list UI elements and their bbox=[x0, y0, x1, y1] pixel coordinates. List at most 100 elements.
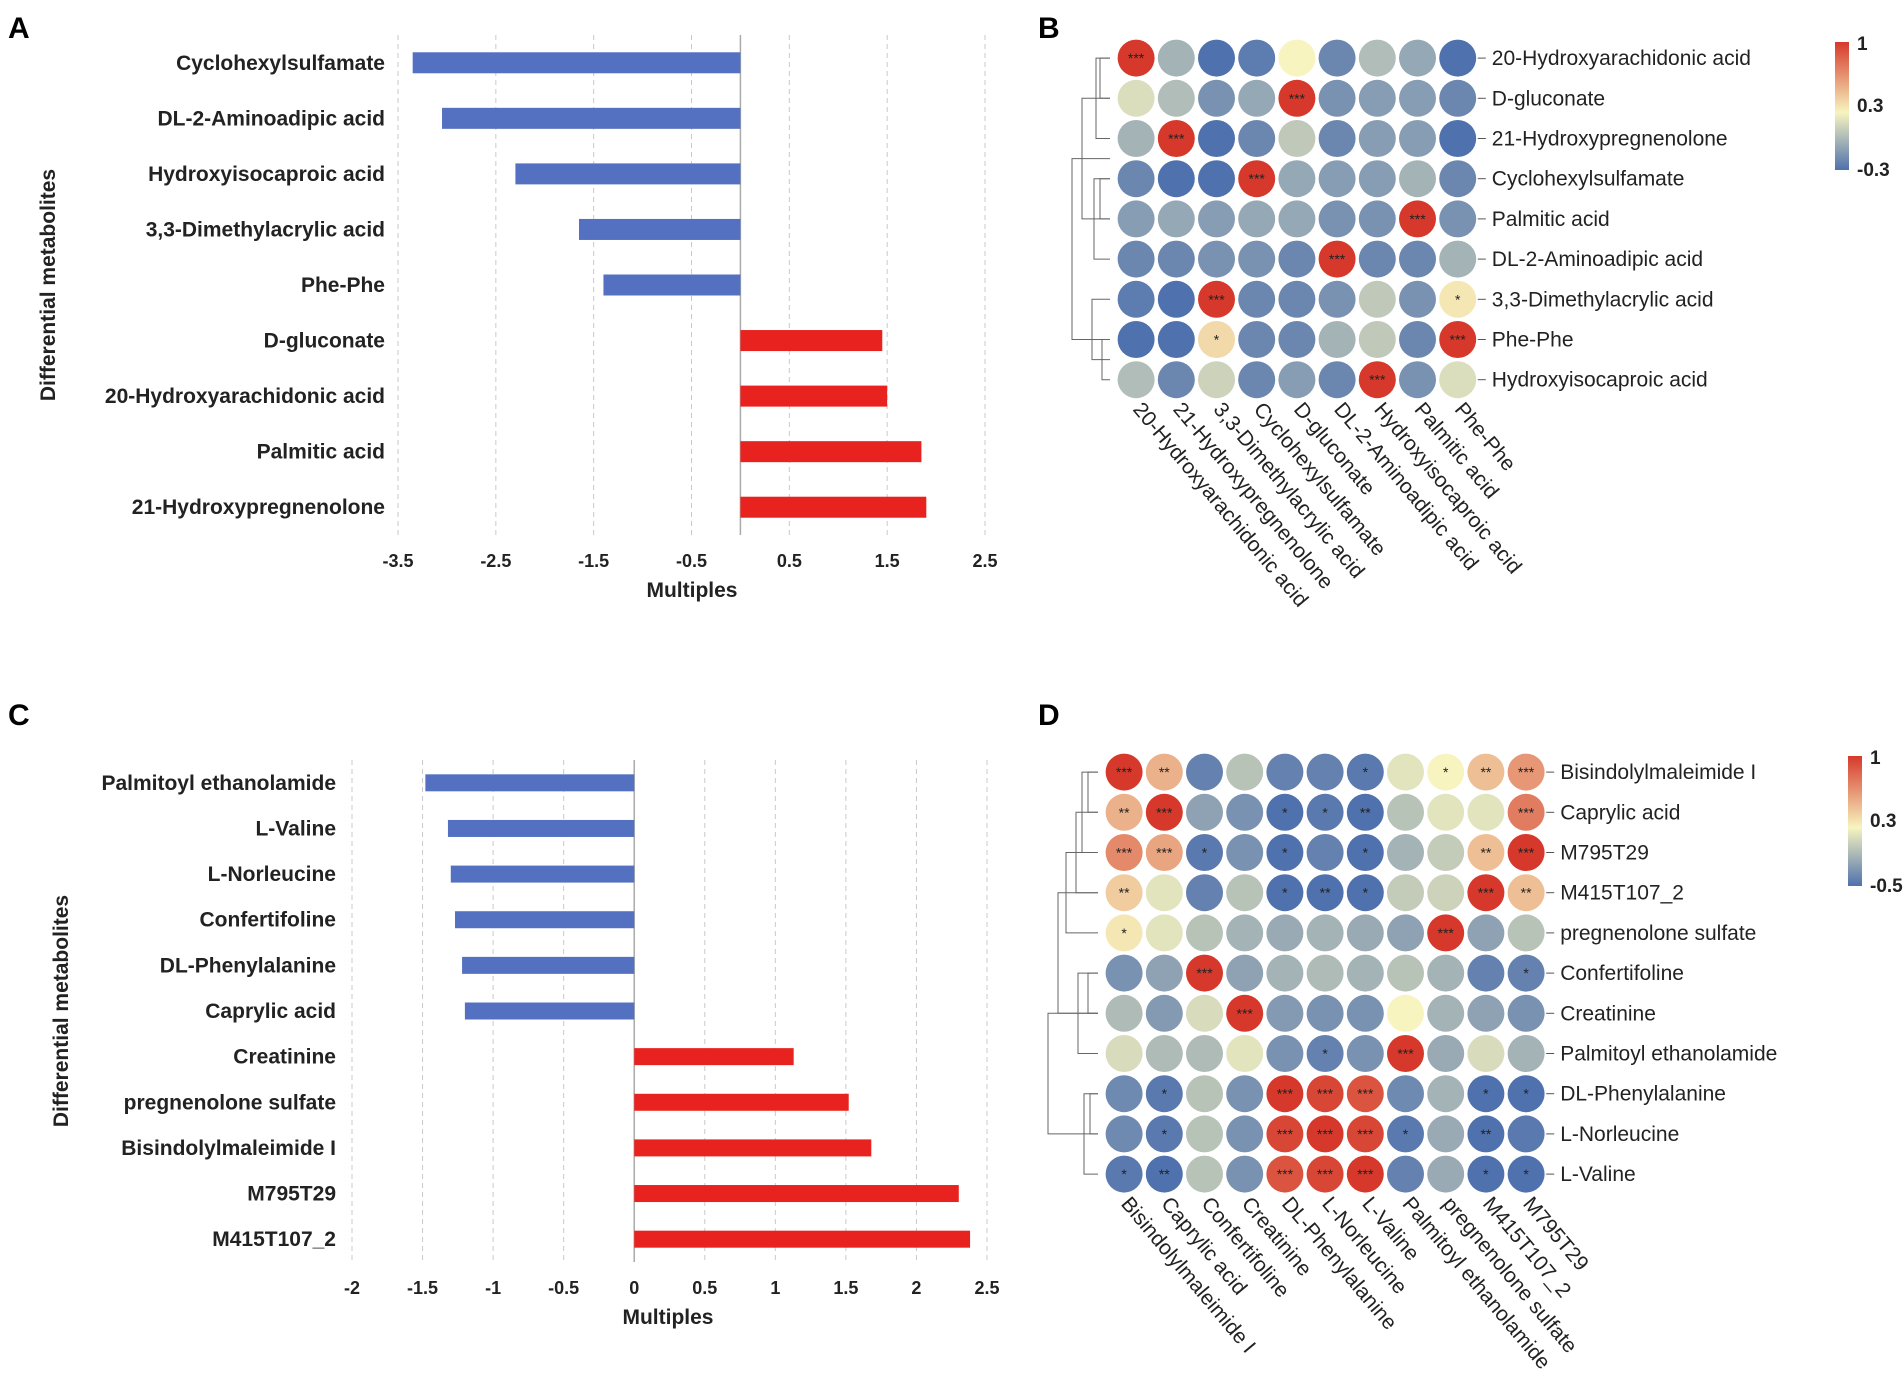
heatmap-cell bbox=[1266, 1115, 1304, 1153]
heatmap-cell bbox=[1306, 1075, 1344, 1113]
heatmap-cell bbox=[1358, 79, 1396, 117]
heatmap-cell bbox=[1306, 753, 1344, 791]
row-label: Hydroxyisocaproic acid bbox=[1492, 369, 1708, 392]
heatmap-cell bbox=[1157, 79, 1195, 117]
category-label: Confertifoline bbox=[200, 909, 337, 932]
heatmap-cell bbox=[1358, 361, 1396, 399]
bar bbox=[412, 52, 741, 74]
heatmap-cell bbox=[1226, 753, 1264, 791]
significance-stars: *** bbox=[1128, 50, 1145, 66]
heatmap-cell bbox=[1387, 753, 1424, 791]
heatmap-cell bbox=[1306, 1035, 1344, 1072]
dendrogram-branch bbox=[1087, 972, 1098, 1014]
heatmap-cell bbox=[1198, 321, 1235, 358]
row-label: Confertifoline bbox=[1560, 962, 1684, 985]
panel-letter-b: B bbox=[1038, 12, 1060, 45]
heatmap-cell bbox=[1105, 1035, 1143, 1072]
heatmap-cell bbox=[1346, 753, 1384, 791]
heatmap-cell bbox=[1198, 39, 1235, 77]
y-axis-title: Differential metabolites bbox=[50, 895, 73, 1127]
heatmap-cell bbox=[1105, 1155, 1143, 1193]
heatmap-cell bbox=[1145, 834, 1183, 871]
panel-letter-a: A bbox=[8, 12, 30, 45]
heatmap-cell bbox=[1318, 160, 1356, 198]
category-label: Bisindolylmaleimide I bbox=[121, 1137, 336, 1160]
significance-stars: *** bbox=[1397, 1046, 1414, 1062]
significance-stars: * bbox=[1322, 1046, 1328, 1062]
heatmap-cell bbox=[1145, 1155, 1183, 1193]
heatmap-cell bbox=[1318, 120, 1356, 157]
heatmap-cell bbox=[1186, 994, 1223, 1032]
significance-stars: * bbox=[1282, 804, 1288, 820]
panel-letter-d: D bbox=[1038, 699, 1060, 732]
significance-stars: *** bbox=[1317, 1126, 1334, 1142]
heatmap-cell bbox=[1507, 914, 1545, 952]
heatmap-cell bbox=[1105, 793, 1143, 831]
heatmap-cell bbox=[1117, 39, 1155, 77]
heatmap-cell bbox=[1346, 1155, 1384, 1193]
panel-d-correlation-heatmap: *** ** * * ** ***** *** * * ** ****** *** * * * ** *****… bbox=[1047, 748, 1903, 1374]
significance-stars: *** bbox=[1156, 804, 1173, 820]
significance-stars: *** bbox=[1357, 1166, 1374, 1182]
bar bbox=[740, 330, 883, 352]
significance-stars: ** bbox=[1320, 885, 1331, 901]
bar bbox=[455, 911, 635, 929]
heatmap-cell bbox=[1399, 200, 1436, 238]
significance-stars: *** bbox=[1450, 332, 1467, 348]
heatmap-cell bbox=[1439, 79, 1477, 117]
x-tick-label: 2.5 bbox=[972, 551, 997, 571]
heatmap-cell bbox=[1346, 994, 1384, 1032]
heatmap-cell bbox=[1387, 874, 1424, 912]
significance-stars: *** bbox=[1156, 845, 1173, 861]
heatmap-cell bbox=[1198, 361, 1235, 399]
category-label: pregnenolone sulfate bbox=[124, 1091, 336, 1114]
heatmap-cell bbox=[1467, 1115, 1505, 1153]
significance-stars: ** bbox=[1159, 1166, 1170, 1182]
heatmap-cell bbox=[1387, 793, 1424, 831]
heatmap-cell bbox=[1117, 160, 1155, 198]
significance-stars: *** bbox=[1369, 372, 1386, 388]
heatmap-cell bbox=[1145, 994, 1183, 1032]
heatmap-cell bbox=[1226, 1155, 1264, 1193]
y-axis-title: Differential metabolites bbox=[37, 169, 60, 401]
heatmap-cell bbox=[1427, 1155, 1465, 1193]
heatmap-cell bbox=[1399, 160, 1436, 198]
significance-stars: *** bbox=[1116, 845, 1133, 861]
significance-stars: ** bbox=[1480, 845, 1491, 861]
row-label: D-gluconate bbox=[1492, 87, 1605, 110]
heatmap-cell bbox=[1346, 1115, 1384, 1153]
row-label: Palmitoyl ethanolamide bbox=[1560, 1043, 1777, 1066]
significance-stars: ** bbox=[1521, 885, 1532, 901]
heatmap-cell bbox=[1427, 954, 1465, 992]
heatmap-cell bbox=[1157, 120, 1195, 157]
heatmap-cell bbox=[1427, 753, 1465, 791]
heatmap-cell bbox=[1507, 834, 1545, 871]
x-tick-label: 2.5 bbox=[974, 1278, 999, 1298]
heatmap-cell bbox=[1278, 79, 1316, 117]
heatmap-cell bbox=[1507, 994, 1545, 1032]
category-label: Cyclohexylsulfamate bbox=[176, 52, 385, 75]
significance-stars: * bbox=[1282, 845, 1288, 861]
row-label: pregnenolone sulfate bbox=[1560, 922, 1756, 945]
heatmap-cell bbox=[1306, 954, 1344, 992]
heatmap-cell bbox=[1278, 361, 1316, 399]
heatmap-cell bbox=[1145, 1035, 1183, 1072]
heatmap-cell bbox=[1198, 79, 1235, 117]
heatmap-cell bbox=[1117, 361, 1155, 399]
heatmap-cell bbox=[1198, 200, 1235, 238]
heatmap-cell bbox=[1507, 1115, 1545, 1153]
heatmap-cell bbox=[1266, 994, 1304, 1032]
heatmap-cell bbox=[1278, 240, 1316, 278]
heatmap-cell bbox=[1157, 240, 1195, 278]
row-label: Phe-Phe bbox=[1492, 329, 1574, 352]
significance-stars: *** bbox=[1249, 171, 1266, 187]
significance-stars: * bbox=[1282, 885, 1288, 901]
significance-stars: ** bbox=[1159, 764, 1170, 780]
heatmap-cell bbox=[1157, 39, 1195, 77]
category-label: DL-2-Aminoadipic acid bbox=[157, 107, 385, 130]
heatmap-cell bbox=[1226, 1075, 1264, 1113]
heatmap-cell bbox=[1306, 994, 1344, 1032]
heatmap-cell bbox=[1186, 914, 1223, 952]
significance-stars: *** bbox=[1289, 90, 1306, 106]
